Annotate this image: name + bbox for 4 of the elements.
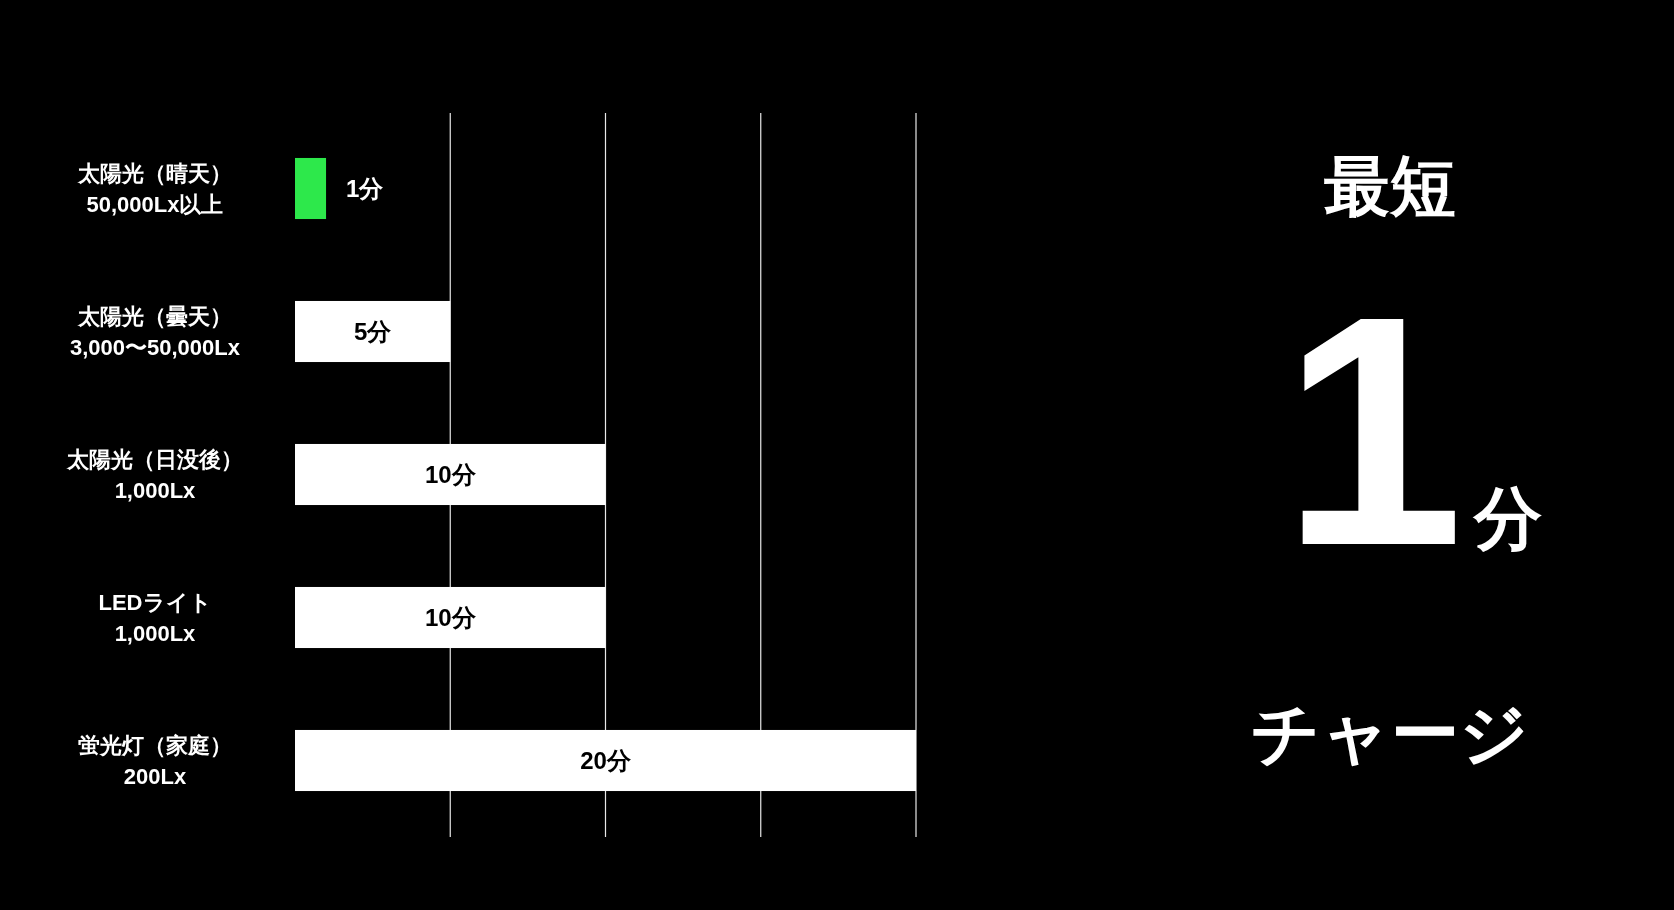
- annotation: 分: [1474, 480, 1542, 556]
- annotation: 1: [1282, 248, 1464, 613]
- annotation: 最短: [1324, 149, 1456, 223]
- annotation: チャージ: [1251, 695, 1529, 771]
